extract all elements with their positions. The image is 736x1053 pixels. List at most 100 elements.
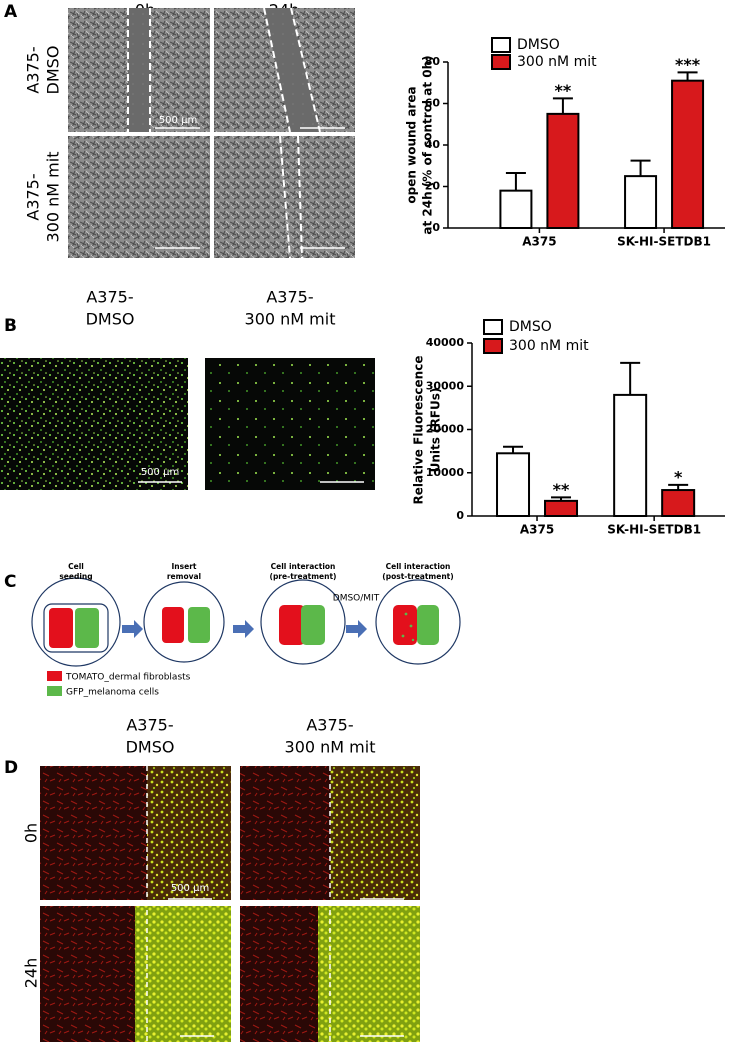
- panel-label: D: [4, 758, 18, 778]
- arrow: [122, 620, 367, 638]
- legend-swatch: [483, 319, 503, 335]
- column-header: A375-: [306, 716, 353, 735]
- y-tick-label: 30000: [426, 379, 465, 392]
- panel-label: B: [4, 316, 17, 336]
- melanoma-area: [188, 607, 210, 643]
- column-header: A375-: [266, 288, 313, 307]
- legend-label: DMSO: [509, 319, 552, 335]
- row-label: A375-: [24, 46, 43, 93]
- bar: [671, 79, 705, 229]
- fibroblast-area: [49, 608, 73, 648]
- micrograph-gfp: [147, 766, 231, 900]
- error-bar: [630, 159, 651, 177]
- error-bar: [503, 445, 524, 454]
- legend-swatch: [47, 671, 62, 681]
- bar: [546, 112, 580, 229]
- scale-bar-label: 500 µm: [141, 467, 179, 478]
- scale-bar: [155, 127, 345, 249]
- y-tick-label: 20000: [426, 423, 465, 436]
- legend-swatch: [47, 686, 62, 696]
- micrograph: [205, 358, 375, 490]
- legend-swatch: [483, 338, 503, 354]
- fibroblast-area: [162, 607, 184, 643]
- significance: ***: [675, 55, 701, 74]
- x-tick-label: A375: [520, 523, 554, 537]
- y-tick-label: 40000: [426, 336, 465, 349]
- y-tick-label: 20: [425, 180, 441, 193]
- melanoma-area: [301, 605, 325, 645]
- column-header: A375-: [86, 288, 133, 307]
- y-tick-label: 0: [456, 509, 464, 522]
- fibroblast-area: [279, 605, 305, 645]
- micrograph: [0, 358, 188, 490]
- bar: [624, 175, 658, 229]
- melanoma-area: [75, 608, 99, 648]
- column-header: A375-: [126, 716, 173, 735]
- significance: *: [674, 467, 683, 486]
- y-tick-label: 40: [425, 138, 441, 151]
- significance: **: [555, 81, 572, 100]
- error-bar: [552, 97, 573, 114]
- wound-gap: [128, 8, 150, 132]
- column-header: DMSO: [86, 310, 135, 329]
- row-label: 0h: [22, 823, 41, 843]
- y-axis-label: at 24h (% of control at 0h): [421, 55, 435, 234]
- step-label: seeding: [59, 572, 92, 581]
- invading-cells: [401, 612, 415, 642]
- melanoma-area: [417, 605, 439, 645]
- step-label: removal: [167, 572, 201, 581]
- step-label: (post-treatment): [382, 572, 453, 581]
- error-bar: [620, 361, 641, 395]
- legend-swatch: [491, 54, 511, 70]
- bar: [544, 499, 579, 517]
- wound-gap: [264, 8, 320, 132]
- treatment-label: DMSO/MIT: [333, 594, 380, 604]
- x-tick-label: SK-HI-SETDB1: [617, 235, 711, 249]
- legend-label: 300 nM mit: [517, 54, 597, 70]
- panel-label: C: [4, 572, 16, 592]
- column-header: DMSO: [126, 738, 175, 757]
- y-tick-label: 10000: [426, 466, 465, 479]
- legend-label: TOMATO_dermal fibroblasts: [65, 673, 191, 683]
- x-tick-label: A375: [522, 235, 556, 249]
- row-label: 24h: [22, 958, 41, 989]
- micrograph: [68, 136, 210, 258]
- bar: [499, 189, 533, 229]
- x-tick-label: SK-HI-SETDB1: [607, 523, 701, 537]
- bar: [613, 393, 648, 517]
- error-bar: [677, 71, 698, 81]
- legend-swatch: [491, 37, 511, 53]
- error-bar: [505, 172, 526, 191]
- row-label: 300 nM mit: [44, 152, 63, 243]
- column-header: 300 nM mit: [245, 310, 336, 329]
- legend-label: DMSO: [517, 37, 560, 53]
- insert: [43, 603, 109, 653]
- step-label: Insert: [172, 562, 197, 571]
- legend-label: GFP_melanoma cells: [66, 688, 159, 698]
- step-label: (pre-treatment): [270, 572, 337, 581]
- row-label: A375-: [24, 173, 43, 220]
- panel-label: A: [4, 2, 18, 22]
- micrograph-gfp: [318, 906, 420, 1042]
- column-header: 300 nM mit: [285, 738, 376, 757]
- y-tick-label: 80: [425, 55, 441, 68]
- y-tick-label: 60: [425, 97, 441, 110]
- step-label: Cell: [68, 562, 84, 571]
- y-axis-label: Units (RFUs): [429, 388, 443, 473]
- micrograph-gfp: [330, 766, 420, 900]
- significance: **: [553, 480, 570, 499]
- fibroblast-area: [393, 605, 417, 645]
- wound-edges: [146, 766, 331, 1042]
- row-label: DMSO: [44, 46, 63, 95]
- y-tick-label: 0: [432, 221, 440, 234]
- legend-label: 300 nM mit: [509, 338, 589, 354]
- y-axis-label: Relative Fluorescence: [412, 356, 426, 505]
- bar: [661, 489, 696, 517]
- micrograph-gfp: [135, 906, 231, 1042]
- wound-edges: [127, 7, 321, 259]
- bar: [496, 452, 531, 518]
- scale-bar-label: 500 µm: [159, 115, 197, 126]
- y-axis-label: open wound area: [405, 86, 419, 203]
- step-label: Cell interaction: [271, 562, 336, 571]
